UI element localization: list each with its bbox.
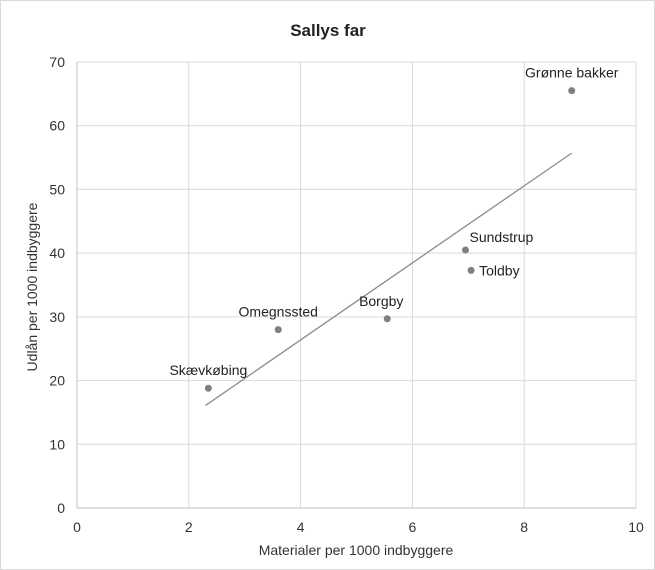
data-point: [204, 384, 212, 392]
trendline: [205, 152, 573, 406]
x-axis-label: Materialer per 1000 indbyggere: [259, 542, 454, 558]
y-tick-label: 10: [49, 436, 65, 452]
data-point: [383, 315, 391, 323]
trendline-group: [205, 152, 573, 406]
x-tick-label: 6: [409, 519, 417, 535]
data-point-label: Omegnssted: [239, 304, 318, 320]
grid-lines: [76, 61, 637, 509]
chart-title: Sallys far: [290, 21, 366, 40]
data-point-label: Toldby: [479, 262, 519, 278]
data-point-label: Sundstrup: [470, 229, 534, 245]
x-tick-label: 10: [628, 519, 644, 535]
x-tick-label: 8: [520, 519, 528, 535]
data-points: Skævkøbing Omegnssted Borgby Sundstrup Toldb…: [169, 65, 619, 392]
data-point: [274, 326, 282, 334]
y-axis-label: Udlån per 1000 indbyggere: [24, 202, 40, 371]
x-tick-label: 0: [73, 519, 81, 535]
data-point: [462, 246, 470, 254]
data-point-label: Grønne bakker: [525, 65, 619, 81]
data-point: [467, 266, 475, 274]
tick-labels: 0 10 20 30 40 50 60 70 0 2 4 6 8 10: [49, 54, 644, 535]
y-tick-label: 70: [49, 54, 65, 70]
x-tick-label: 2: [185, 519, 193, 535]
y-tick-label: 50: [49, 181, 65, 197]
y-tick-label: 60: [49, 118, 65, 134]
x-tick-label: 4: [297, 519, 305, 535]
data-point-label: Skævkøbing: [169, 362, 247, 378]
y-tick-label: 20: [49, 373, 65, 389]
y-tick-label: 0: [57, 500, 65, 516]
data-point-label: Borgby: [359, 293, 403, 309]
data-point: [568, 87, 576, 95]
y-tick-label: 40: [49, 245, 65, 261]
y-tick-label: 30: [49, 309, 65, 325]
